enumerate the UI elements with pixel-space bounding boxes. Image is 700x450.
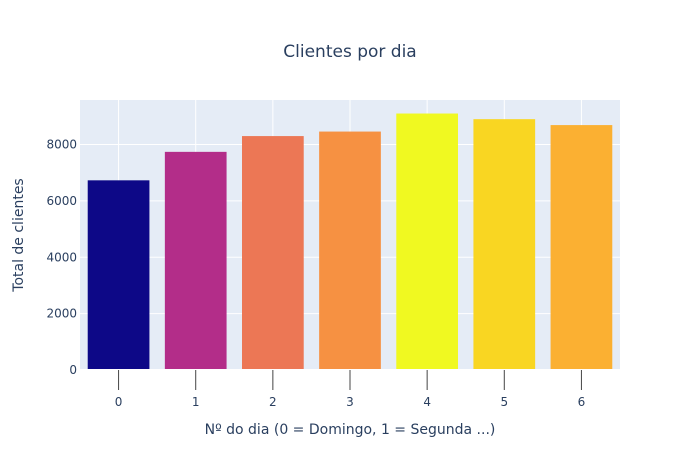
y-tick-label: 6000 [46,194,77,208]
y-tick-label: 8000 [46,138,77,152]
x-tick-label: 0 [115,395,123,409]
y-tick-label: 4000 [46,250,77,264]
x-axis: 0 1 2 3 4 5 6 [115,370,585,409]
bars-layer [80,113,620,371]
x-tick-label: 5 [500,395,508,409]
bar-1[interactable] [164,151,227,370]
chart-title: Clientes por dia [283,42,416,62]
bar-0[interactable] [87,180,150,370]
bar-3[interactable] [319,131,381,370]
x-tick-label: 2 [269,395,277,409]
bar-4[interactable] [396,113,458,370]
y-tick-label: 2000 [46,307,77,321]
x-axis-title: Nº do dia (0 = Domingo, 1 = Segunda ...) [205,422,496,438]
bar-6[interactable] [550,125,613,371]
bar-2[interactable] [242,136,304,370]
x-tick-label: 6 [578,395,586,409]
y-axis-title: Total de clientes [11,178,27,292]
y-tick-label: 0 [69,363,77,377]
y-axis: 0 2000 4000 6000 8000 [46,138,77,377]
x-tick-label: 1 [192,395,200,409]
bar-5[interactable] [473,119,536,371]
x-tick-label: 4 [423,395,431,409]
x-tick-label: 3 [346,395,354,409]
